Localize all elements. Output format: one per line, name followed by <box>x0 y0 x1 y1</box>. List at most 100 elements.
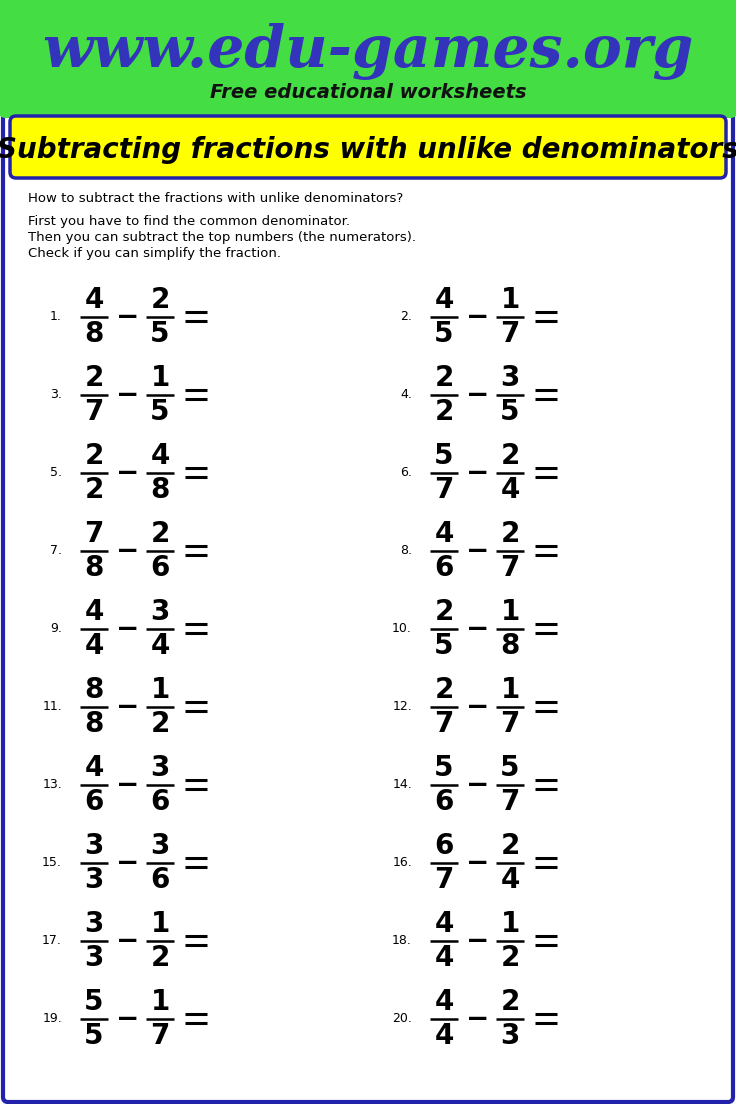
FancyBboxPatch shape <box>3 110 733 1102</box>
Text: 9.: 9. <box>50 623 62 636</box>
Text: 4.: 4. <box>400 389 412 402</box>
Text: −: − <box>116 693 140 721</box>
Text: 3: 3 <box>85 910 104 938</box>
Text: 2: 2 <box>150 710 170 737</box>
Text: 1: 1 <box>500 286 520 314</box>
Text: 3: 3 <box>85 832 104 860</box>
Text: −: − <box>116 927 140 955</box>
Text: www.edu-games.org: www.edu-games.org <box>42 23 694 81</box>
Text: 3.: 3. <box>50 389 62 402</box>
Text: 4: 4 <box>434 1022 453 1050</box>
Text: 7: 7 <box>500 788 520 816</box>
Text: First you have to find the common denominator.: First you have to find the common denomi… <box>28 215 350 229</box>
Text: 2: 2 <box>434 364 453 392</box>
Text: 6: 6 <box>434 788 453 816</box>
Text: 4: 4 <box>434 520 453 548</box>
Text: 7: 7 <box>434 476 453 505</box>
Text: 5.: 5. <box>50 467 62 479</box>
Text: 11.: 11. <box>42 701 62 713</box>
Text: How to subtract the fractions with unlike denominators?: How to subtract the fractions with unlik… <box>28 192 403 205</box>
Text: 3: 3 <box>500 364 520 392</box>
Text: 4: 4 <box>85 631 104 660</box>
Text: 2: 2 <box>500 442 520 470</box>
Text: 1: 1 <box>150 988 169 1016</box>
Text: 10.: 10. <box>392 623 412 636</box>
Text: 6: 6 <box>434 554 453 582</box>
Text: −: − <box>116 1005 140 1033</box>
Text: 5: 5 <box>84 988 104 1016</box>
Text: 4: 4 <box>434 286 453 314</box>
Text: 3: 3 <box>150 754 170 782</box>
Text: −: − <box>116 302 140 331</box>
Text: 7: 7 <box>150 1022 170 1050</box>
Text: 2: 2 <box>150 286 170 314</box>
Text: 3: 3 <box>85 944 104 972</box>
Text: Subtracting fractions with unlike denominators: Subtracting fractions with unlike denomi… <box>0 136 736 164</box>
Text: 6: 6 <box>85 788 104 816</box>
Text: 16.: 16. <box>392 857 412 870</box>
FancyBboxPatch shape <box>10 116 726 178</box>
Text: 17.: 17. <box>42 934 62 947</box>
Text: 8: 8 <box>85 320 104 348</box>
Text: −: − <box>467 302 489 331</box>
Text: 7: 7 <box>85 399 104 426</box>
Text: 6: 6 <box>434 832 453 860</box>
Text: 15.: 15. <box>42 857 62 870</box>
Text: 1: 1 <box>500 598 520 626</box>
Text: 19.: 19. <box>42 1012 62 1026</box>
Text: 4: 4 <box>85 286 104 314</box>
Text: 20.: 20. <box>392 1012 412 1026</box>
Text: 4: 4 <box>85 754 104 782</box>
Text: 7: 7 <box>500 320 520 348</box>
Text: 2: 2 <box>434 598 453 626</box>
Text: 4: 4 <box>150 631 170 660</box>
Text: 8: 8 <box>500 631 520 660</box>
Text: 2: 2 <box>500 520 520 548</box>
Text: −: − <box>467 1005 489 1033</box>
Text: −: − <box>467 927 489 955</box>
Text: 8.: 8. <box>400 544 412 558</box>
Text: 2: 2 <box>85 442 104 470</box>
Text: −: − <box>467 615 489 643</box>
Text: Free educational worksheets: Free educational worksheets <box>210 84 526 103</box>
Text: −: − <box>116 381 140 408</box>
Text: 5: 5 <box>150 320 170 348</box>
Text: 2: 2 <box>434 676 453 704</box>
Text: 1: 1 <box>500 676 520 704</box>
Text: −: − <box>116 459 140 487</box>
Text: 1: 1 <box>150 676 169 704</box>
Text: 1.: 1. <box>50 310 62 323</box>
Text: −: − <box>467 537 489 565</box>
Text: 6.: 6. <box>400 467 412 479</box>
Text: 3: 3 <box>85 866 104 894</box>
Text: 7: 7 <box>434 866 453 894</box>
Text: 2: 2 <box>85 476 104 505</box>
Text: 8: 8 <box>85 710 104 737</box>
Text: Check if you can simplify the fraction.: Check if you can simplify the fraction. <box>28 247 281 261</box>
Text: 13.: 13. <box>42 778 62 792</box>
Text: −: − <box>467 459 489 487</box>
Text: 8: 8 <box>150 476 170 505</box>
Text: 5: 5 <box>500 754 520 782</box>
Text: −: − <box>467 771 489 799</box>
Text: 7.: 7. <box>50 544 62 558</box>
Text: Then you can subtract the top numbers (the numerators).: Then you can subtract the top numbers (t… <box>28 231 416 244</box>
Text: 2: 2 <box>434 399 453 426</box>
Text: 4: 4 <box>434 988 453 1016</box>
Text: 1: 1 <box>150 364 169 392</box>
Text: 5: 5 <box>150 399 170 426</box>
Text: 5: 5 <box>84 1022 104 1050</box>
Text: −: − <box>467 381 489 408</box>
Text: 7: 7 <box>85 520 104 548</box>
Text: 6: 6 <box>150 554 170 582</box>
Text: 4: 4 <box>85 598 104 626</box>
Text: −: − <box>116 849 140 877</box>
Text: 6: 6 <box>150 866 170 894</box>
Text: −: − <box>116 537 140 565</box>
Text: 2.: 2. <box>400 310 412 323</box>
Text: 3: 3 <box>150 598 170 626</box>
Text: 4: 4 <box>434 944 453 972</box>
Text: −: − <box>116 771 140 799</box>
Text: 4: 4 <box>434 910 453 938</box>
Text: 3: 3 <box>150 832 170 860</box>
